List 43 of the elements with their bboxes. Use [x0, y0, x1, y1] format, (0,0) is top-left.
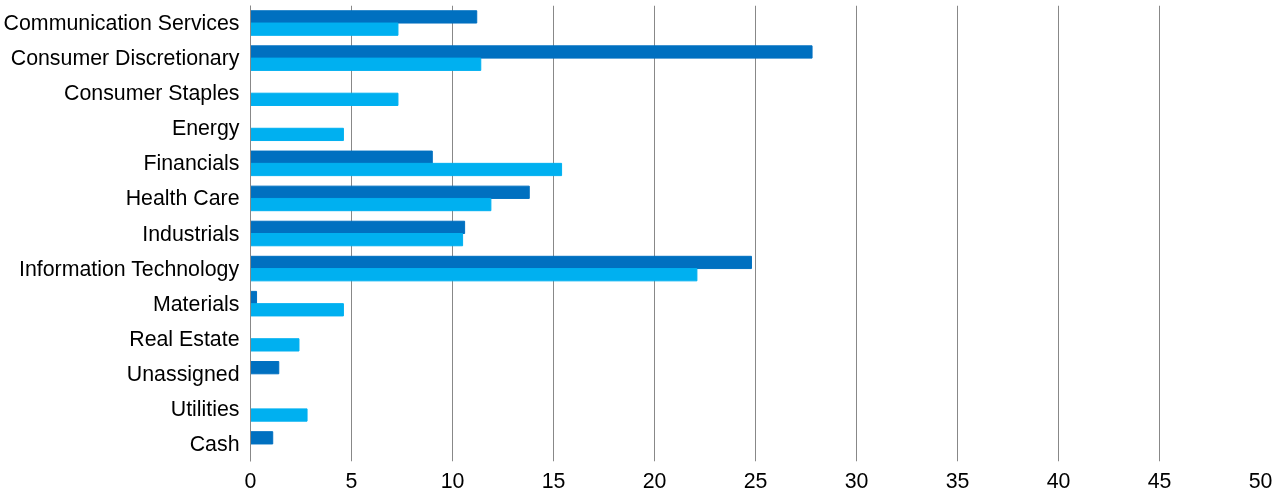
x-tick-label: 15 — [541, 468, 566, 493]
bar — [250, 57, 482, 71]
bar — [250, 150, 433, 164]
x-tick-label: 50 — [1248, 468, 1273, 493]
y-tick-label: Communication Services — [3, 11, 240, 36]
x-tick-label: 40 — [1046, 468, 1071, 493]
y-tick-label: Health Care — [125, 186, 240, 211]
y-tick-label: Unassigned — [126, 361, 240, 386]
y-tick-label: Consumer Discretionary — [10, 46, 240, 71]
y-tick-label: Information Technology — [18, 256, 240, 281]
x-tick-label: 45 — [1147, 468, 1172, 493]
y-tick-label: Cash — [189, 431, 240, 456]
x-tick-label: 0 — [244, 468, 257, 493]
bar — [250, 92, 399, 106]
bar — [250, 255, 752, 270]
x-tick-label: 10 — [440, 468, 465, 493]
bar — [250, 45, 813, 59]
bar — [250, 10, 478, 24]
bar — [250, 162, 563, 177]
bar — [250, 408, 308, 422]
y-tick-label: Real Estate — [129, 326, 240, 351]
bar — [250, 233, 464, 247]
x-tick-label: 20 — [642, 468, 667, 493]
x-tick-label: 30 — [844, 468, 869, 493]
y-tick-label: Utilities — [170, 396, 240, 421]
bar — [250, 220, 466, 234]
x-tick-label: 35 — [945, 468, 970, 493]
bar — [250, 185, 530, 199]
y-tick-label: Financials — [143, 151, 240, 176]
bar — [250, 197, 492, 212]
bar — [250, 303, 344, 317]
y-tick-label: Energy — [171, 116, 240, 141]
bar — [250, 127, 344, 142]
bar — [250, 338, 300, 352]
x-tick-label: 25 — [743, 468, 768, 493]
bar — [250, 431, 274, 445]
y-tick-label: Industrials — [142, 221, 240, 246]
bar — [250, 22, 399, 36]
y-tick-label: Consumer Staples — [64, 81, 240, 106]
bar — [250, 268, 698, 282]
x-tick-label: 5 — [345, 468, 358, 493]
y-tick-label: Materials — [152, 291, 240, 316]
bar — [250, 361, 280, 375]
